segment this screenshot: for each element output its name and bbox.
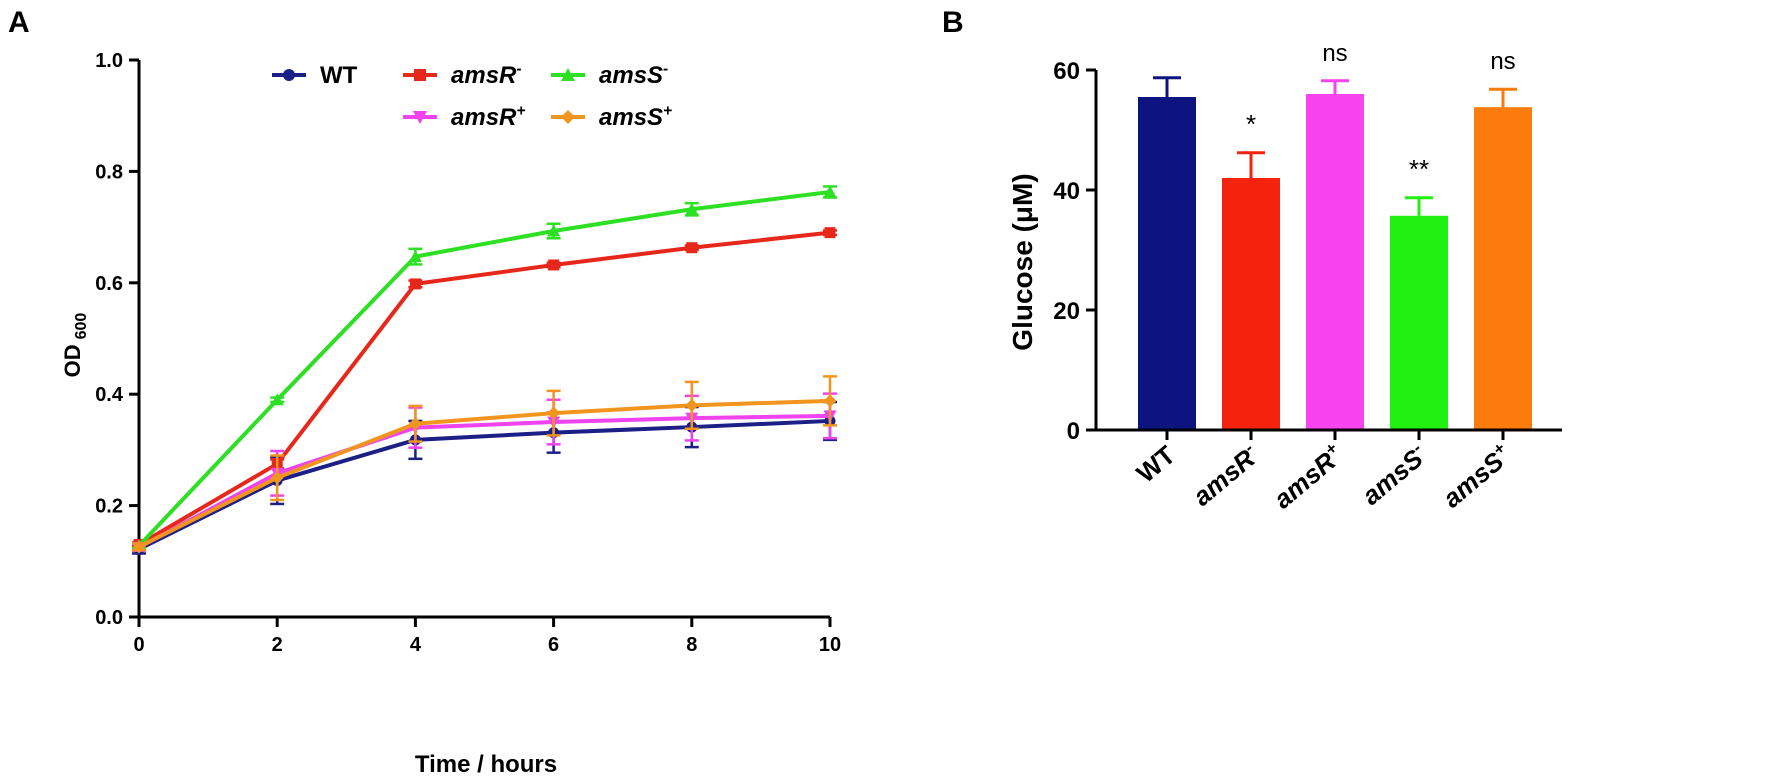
data-point bbox=[270, 393, 284, 406]
legend-label: amsR- bbox=[451, 60, 522, 89]
legend-item-amsR-: amsR- bbox=[403, 60, 522, 89]
bar bbox=[1222, 178, 1280, 430]
legend-marker bbox=[414, 69, 426, 81]
y-tick-label: 0.8 bbox=[95, 161, 123, 183]
legend-item-amsS+: amsS+ bbox=[551, 102, 672, 131]
bar bbox=[1138, 97, 1196, 430]
legend-item-WT: WT bbox=[272, 62, 358, 89]
y-tick-label: 0.0 bbox=[95, 607, 123, 629]
bar bbox=[1474, 107, 1532, 430]
legend-marker bbox=[561, 110, 575, 124]
data-point bbox=[685, 398, 699, 412]
data-point bbox=[408, 417, 422, 431]
series-line bbox=[138, 398, 831, 549]
x-tick-label: 8 bbox=[686, 634, 697, 656]
series-line bbox=[137, 190, 831, 548]
data-point bbox=[547, 224, 561, 237]
x-tick-label: amsR- bbox=[1186, 438, 1265, 511]
data-point bbox=[823, 394, 837, 408]
legend: WT amsR-amsS-amsR+ amsS+ bbox=[272, 60, 672, 131]
legend-label: WT bbox=[320, 62, 358, 89]
y-tick-label: 0.4 bbox=[95, 384, 124, 406]
data-point bbox=[132, 540, 146, 554]
significance-label: ** bbox=[1409, 154, 1429, 184]
x-axis-label: Time / hours bbox=[415, 751, 557, 778]
x-tick-label: 6 bbox=[548, 634, 559, 656]
panel-b-bar-chart: B Glucose (μM) WT * amsR-ns amsR+ ** amsS-ns a… bbox=[942, 6, 1562, 514]
panel-a-axes: 0.0 0.2 0.4 0.6 0.8 1.0 0 2 4 6 8 10 bbox=[95, 50, 841, 656]
series-line bbox=[138, 418, 831, 551]
legend-marker bbox=[283, 69, 295, 81]
series-line bbox=[137, 230, 831, 547]
x-tick-label: 10 bbox=[819, 634, 841, 656]
data-point bbox=[686, 242, 698, 254]
data-point bbox=[408, 250, 422, 263]
x-tick-label: amsS+ bbox=[1436, 438, 1517, 513]
significance-label: ns bbox=[1490, 48, 1515, 75]
y-tick-label: 0.2 bbox=[95, 496, 123, 518]
y-tick-label: 0.6 bbox=[95, 273, 123, 295]
data-point bbox=[270, 471, 284, 485]
data-point bbox=[685, 202, 699, 215]
x-tick-label: amsR+ bbox=[1267, 438, 1349, 514]
data-point bbox=[548, 259, 560, 271]
legend-label: amsR+ bbox=[451, 102, 525, 131]
data-point bbox=[547, 406, 561, 420]
y-axis-label: OD600 bbox=[60, 313, 90, 378]
legend-label: amsS- bbox=[599, 60, 668, 89]
y-tick-label: 20 bbox=[1053, 298, 1080, 325]
data-point bbox=[409, 278, 421, 290]
series-amsS+ bbox=[132, 375, 837, 554]
bar bbox=[1306, 94, 1364, 430]
panel-a-line-chart: A 0.0 0.2 0.4 0.6 0.8 1.0 0 2 4 6 8 10 Time / hours… bbox=[8, 6, 841, 778]
legend-item-amsR+: amsR+ bbox=[403, 102, 525, 131]
series-line bbox=[138, 413, 831, 550]
legend-marker bbox=[413, 111, 427, 124]
y-tick-label: 40 bbox=[1053, 178, 1080, 205]
panel-a-letter: A bbox=[8, 6, 30, 39]
y-axis-label: Glucose (μM) bbox=[1007, 173, 1038, 350]
legend-label: amsS+ bbox=[599, 102, 672, 131]
significance-label: * bbox=[1246, 109, 1256, 139]
panel-a-series bbox=[132, 185, 837, 555]
y-tick-label: 0 bbox=[1067, 418, 1080, 445]
data-point bbox=[824, 227, 836, 239]
y-tick-label: 1.0 bbox=[95, 50, 123, 72]
x-tick-label: 2 bbox=[272, 634, 283, 656]
significance-label: ns bbox=[1322, 40, 1347, 67]
data-point bbox=[823, 185, 837, 198]
bar bbox=[1390, 215, 1448, 430]
legend-marker bbox=[561, 68, 575, 81]
panel-b-letter: B bbox=[942, 6, 964, 39]
x-tick-label: amsS- bbox=[1355, 438, 1433, 511]
legend-item-amsS-: amsS- bbox=[551, 60, 668, 89]
y-tick-label: 60 bbox=[1053, 58, 1080, 85]
x-tick-label: WT bbox=[1131, 440, 1181, 489]
panel-b-plot: WT * amsR-ns amsR+ ** amsS-ns amsS+ 0 20 40 60 bbox=[1053, 40, 1562, 514]
x-tick-label: 0 bbox=[133, 634, 144, 656]
x-tick-label: 4 bbox=[410, 634, 422, 656]
